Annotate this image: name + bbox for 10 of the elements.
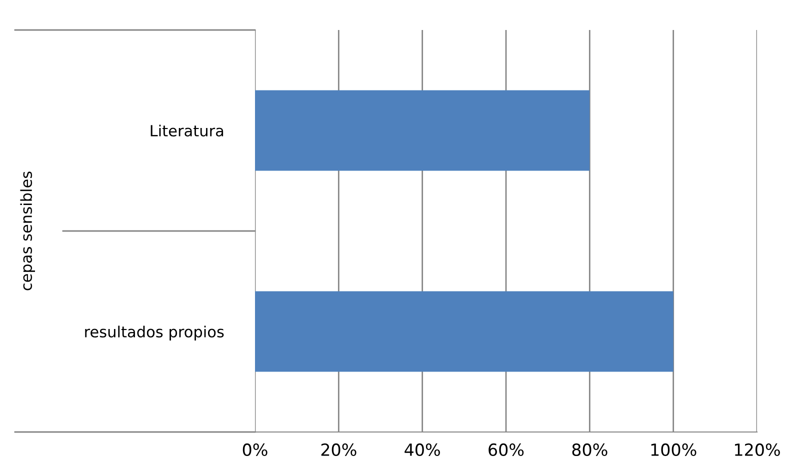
y-axis-title: cepas sensibles: [20, 172, 35, 290]
x-tick-label: 20%: [321, 443, 356, 456]
x-tick-label: 40%: [404, 443, 440, 456]
x-tick-label: 60%: [488, 443, 524, 456]
x-tick-label: 0%: [242, 443, 268, 456]
y-tick-label: resultados propios: [85, 326, 224, 340]
y-tick-label: Literatura: [150, 124, 224, 137]
x-tick-label: 80%: [572, 443, 608, 456]
x-tick-label: 120%: [735, 443, 780, 456]
x-tick-label: 100%: [651, 443, 696, 456]
